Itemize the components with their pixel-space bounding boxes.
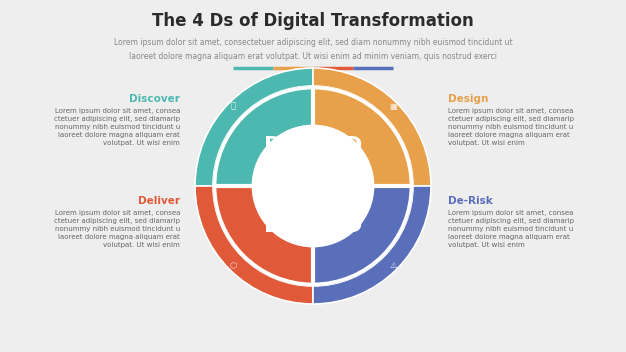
Wedge shape (313, 186, 431, 304)
Wedge shape (215, 88, 313, 186)
Wedge shape (215, 186, 313, 284)
Wedge shape (213, 186, 313, 286)
Text: Lorem ipsum dolor sit amet, consea
ctetuer adipiscing elit, sed diamarip
nonummy: Lorem ipsum dolor sit amet, consea ctetu… (448, 210, 574, 248)
Circle shape (213, 86, 413, 286)
Wedge shape (195, 68, 313, 186)
Text: Deliver: Deliver (138, 196, 180, 206)
Text: Discover: Discover (129, 94, 180, 104)
Text: Lorem ipsum dolor sit amet, consea
ctetuer adipiscing elit, sed diamarip
nonummy: Lorem ipsum dolor sit amet, consea ctetu… (54, 108, 180, 146)
Wedge shape (195, 186, 313, 304)
Wedge shape (313, 88, 411, 186)
Text: Lorem ipsum dolor sit amet, consectetuer adipiscing elit, sed diam nonummy nibh : Lorem ipsum dolor sit amet, consectetuer… (114, 38, 512, 47)
Text: ⌕: ⌕ (230, 102, 235, 111)
Wedge shape (313, 186, 411, 284)
Text: ⚠: ⚠ (389, 262, 397, 270)
Text: D: D (344, 216, 362, 236)
Wedge shape (313, 186, 413, 286)
Text: ▦: ▦ (389, 102, 397, 111)
Text: De-Risk: De-Risk (448, 196, 493, 206)
Wedge shape (313, 68, 431, 186)
Text: D: D (344, 136, 362, 156)
Wedge shape (213, 86, 313, 186)
Text: Lorem ipsum dolor sit amet, consea
ctetuer adipiscing elit, sed diamarip
nonummy: Lorem ipsum dolor sit amet, consea ctetu… (448, 108, 574, 146)
Text: Lorem ipsum dolor sit amet, consea
ctetuer adipiscing elit, sed diamarip
nonummy: Lorem ipsum dolor sit amet, consea ctetu… (54, 210, 180, 248)
Text: ⬡: ⬡ (229, 262, 237, 270)
Text: D: D (264, 216, 282, 236)
Text: The 4 Ds of Digital Transformation: The 4 Ds of Digital Transformation (152, 12, 474, 30)
Text: laoreet dolore magna aliquam erat volutpat. Ut wisi enim ad minim veniam, quis n: laoreet dolore magna aliquam erat volutp… (129, 52, 497, 61)
Circle shape (253, 126, 373, 246)
Text: Design: Design (448, 94, 488, 104)
Wedge shape (313, 86, 413, 186)
Text: D: D (264, 136, 282, 156)
